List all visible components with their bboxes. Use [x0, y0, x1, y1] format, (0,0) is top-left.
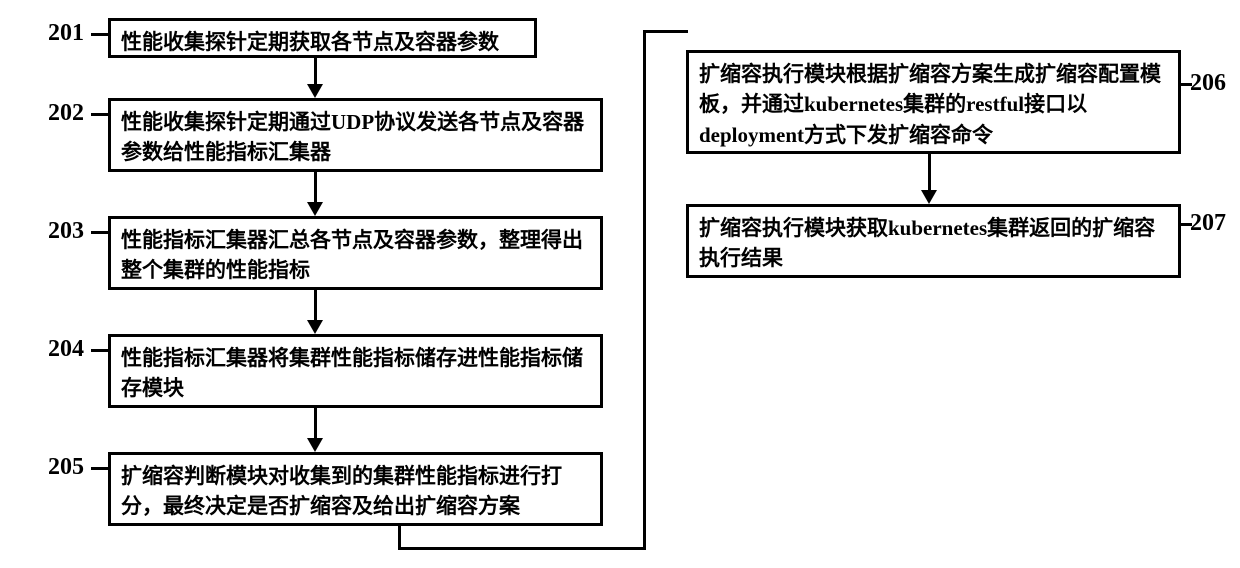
step-text: 性能指标汇集器汇总各节点及容器参数，整理得出整个集群的性能指标	[121, 228, 583, 282]
step-text: 性能指标汇集器将集群性能指标储存进性能指标储存模块	[121, 346, 583, 400]
label-tick-202	[91, 113, 108, 116]
step-text: 扩缩容执行模块根据扩缩容方案生成扩缩容配置模板，并通过kubernetes集群的…	[699, 62, 1161, 147]
arrowhead-icon	[307, 320, 323, 334]
edge-204-205	[314, 408, 317, 440]
edge-206-207	[928, 154, 931, 192]
step-204: 性能指标汇集器将集群性能指标储存进性能指标储存模块	[108, 334, 603, 408]
edge-201-202	[314, 58, 317, 86]
label-tick-204	[91, 349, 108, 352]
step-label-207: 207	[1190, 210, 1226, 237]
label-tick-201	[91, 33, 108, 36]
step-label-203: 203	[48, 218, 84, 245]
arrowhead-icon	[307, 202, 323, 216]
edge-202-203	[314, 172, 317, 204]
edge-205-206-seg4	[643, 30, 688, 33]
label-tick-206	[1181, 83, 1192, 86]
step-206: 扩缩容执行模块根据扩缩容方案生成扩缩容配置模板，并通过kubernetes集群的…	[686, 50, 1181, 154]
step-label-202: 202	[48, 100, 84, 127]
step-205: 扩缩容判断模块对收集到的集群性能指标进行打分，最终决定是否扩缩容及给出扩缩容方案	[108, 452, 603, 526]
step-201: 性能收集探针定期获取各节点及容器参数	[108, 18, 537, 58]
label-tick-203	[91, 231, 108, 234]
arrowhead-icon	[307, 84, 323, 98]
step-label-204: 204	[48, 336, 84, 363]
step-label-205: 205	[48, 454, 84, 481]
arrowhead-icon	[307, 438, 323, 452]
edge-205-206-seg2	[398, 547, 646, 550]
step-label-201: 201	[48, 20, 84, 47]
step-label-206: 206	[1190, 70, 1226, 97]
step-202: 性能收集探针定期通过UDP协议发送各节点及容器参数给性能指标汇集器	[108, 98, 603, 172]
step-text: 扩缩容执行模块获取kubernetes集群返回的扩缩容执行结果	[699, 216, 1155, 270]
step-203: 性能指标汇集器汇总各节点及容器参数，整理得出整个集群的性能指标	[108, 216, 603, 290]
step-text: 性能收集探针定期通过UDP协议发送各节点及容器参数给性能指标汇集器	[121, 110, 584, 164]
step-text: 性能收集探针定期获取各节点及容器参数	[121, 30, 499, 54]
edge-203-204	[314, 290, 317, 322]
arrowhead-icon	[921, 190, 937, 204]
label-tick-205	[91, 467, 108, 470]
step-text: 扩缩容判断模块对收集到的集群性能指标进行打分，最终决定是否扩缩容及给出扩缩容方案	[121, 464, 562, 518]
step-207: 扩缩容执行模块获取kubernetes集群返回的扩缩容执行结果	[686, 204, 1181, 278]
edge-205-206-seg3	[643, 30, 646, 550]
label-tick-207	[1181, 223, 1192, 226]
